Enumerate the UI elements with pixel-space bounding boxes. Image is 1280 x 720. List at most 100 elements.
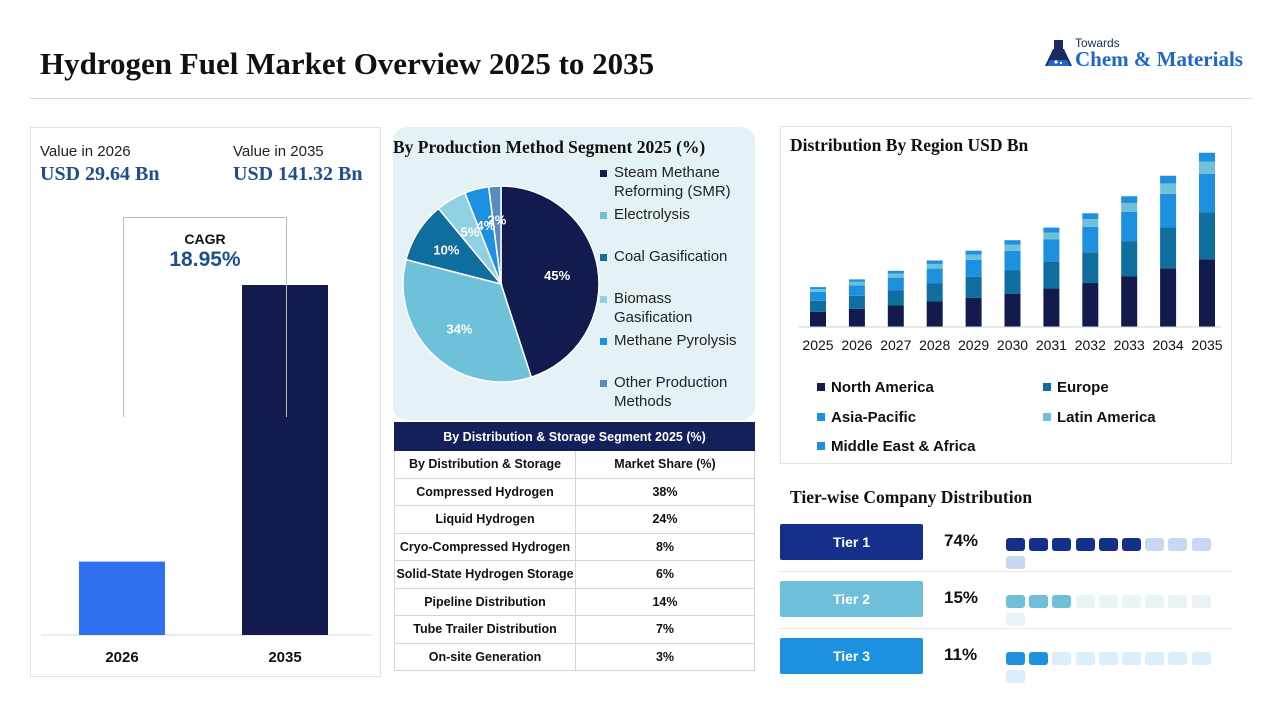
table-cell-segment: Compressed Hydrogen xyxy=(394,477,576,506)
region-bar-segment xyxy=(887,277,904,291)
tier-percent: 15% xyxy=(944,588,979,607)
region-x-tick-label: 2028 xyxy=(919,337,950,353)
pie-legend-label: Electrolysis xyxy=(614,206,690,223)
region-bar-segment xyxy=(1199,161,1215,174)
tier-dot xyxy=(1145,652,1165,665)
tier-dot xyxy=(1052,595,1072,608)
tier-percent: 11% xyxy=(944,645,978,664)
pie-legend-item: Other Production Methods xyxy=(600,373,750,411)
table-header-share: Market Share (%) xyxy=(575,450,755,479)
tier-percent: 74% xyxy=(944,531,979,550)
region-bar-segment xyxy=(1043,227,1060,233)
tier-dot xyxy=(1168,538,1188,551)
table-title: By Distribution & Storage Segment 2025 (… xyxy=(394,422,755,451)
region-bar-segment xyxy=(848,308,865,327)
tier-dot xyxy=(1006,595,1025,608)
tier-dot xyxy=(1191,538,1211,551)
table-cell-share: 6% xyxy=(575,560,755,589)
tier-dot xyxy=(1006,670,1025,683)
tier-divider xyxy=(780,628,1232,629)
region-bar-segment xyxy=(965,250,982,255)
table-row: Tube Trailer Distribution 7% xyxy=(394,615,755,644)
region-x-tick-label: 2033 xyxy=(1114,337,1145,353)
table-cell-segment: Liquid Hydrogen xyxy=(394,505,576,534)
region-x-tick-label: 2026 xyxy=(841,337,872,353)
value-2035-amount: USD 141.32 Bn xyxy=(233,163,363,185)
region-bar-segment xyxy=(1043,239,1060,262)
region-bar-segment xyxy=(887,270,904,274)
region-bar-segment xyxy=(965,254,982,260)
region-distribution-panel: 2025 2026 2027 2028 2029 2030 2031 2032 2033 2034… xyxy=(780,126,1232,464)
region-bar-segment xyxy=(810,311,826,327)
region-bar-segment xyxy=(887,290,904,306)
region-legend-swatch xyxy=(1043,383,1051,391)
tier-dot xyxy=(1075,595,1095,608)
distribution-storage-table: By Distribution & Storage Segment 2025 (… xyxy=(394,422,755,671)
table-cell-share: 3% xyxy=(575,642,755,671)
region-bar-segment xyxy=(965,297,982,327)
page-title: Hydrogen Fuel Market Overview 2025 to 20… xyxy=(40,46,655,81)
value-2035-label: Value in 2035 xyxy=(233,143,324,160)
region-x-tick-label: 2030 xyxy=(997,337,1028,353)
pie-legend-swatch xyxy=(600,380,607,387)
table-cell-segment: Pipeline Distribution xyxy=(394,587,576,616)
value-bar-chart: 2026 2035 xyxy=(41,285,372,666)
logo-towards-text: Towards xyxy=(1075,36,1120,50)
table-cell-segment: Solid-State Hydrogen Storage xyxy=(394,560,576,589)
region-bar-segment xyxy=(1043,261,1060,289)
pie-legend-label: Methane Pyrolysis xyxy=(614,332,737,349)
pie-slice-label: 5% xyxy=(461,225,480,240)
region-bar-segment xyxy=(1082,283,1099,327)
region-bar-segment xyxy=(1004,250,1021,271)
table-cell-segment: On-site Generation xyxy=(394,642,576,671)
pie-legend-label: Biomass Gasification xyxy=(614,290,693,326)
region-bar-segment xyxy=(1199,259,1215,327)
value-bar-label: 2035 xyxy=(268,649,301,666)
region-bar-segment xyxy=(1121,211,1138,242)
tier-dot xyxy=(1121,595,1141,608)
pie-slice-label: 2% xyxy=(488,212,507,227)
region-bar-segment xyxy=(926,268,943,284)
region-legend-swatch xyxy=(817,413,825,421)
tier-section-title: Tier-wise Company Distribution xyxy=(790,487,1033,507)
region-legend-swatch xyxy=(1043,413,1051,421)
pie-chart-title: By Production Method Segment 2025 (%) xyxy=(393,137,706,157)
region-bar-segment xyxy=(1121,196,1138,203)
table-row: Cryo-Compressed Hydrogen 8% xyxy=(394,532,755,561)
table-cell-segment: Tube Trailer Distribution xyxy=(394,615,576,644)
tier-dot xyxy=(1191,595,1211,608)
table-cell-segment: Cryo-Compressed Hydrogen xyxy=(394,532,576,561)
pie-slice xyxy=(500,185,600,379)
cagr-value: 18.95% xyxy=(169,248,241,271)
production-method-pie-chart: 45% 34% 10%5%4%2% xyxy=(402,185,600,383)
table-row: Solid-State Hydrogen Storage 6% xyxy=(394,560,755,589)
region-bar-segment xyxy=(1121,241,1138,277)
region-bar-segment xyxy=(1082,226,1099,253)
table-row: Compressed Hydrogen 38% xyxy=(394,477,755,506)
tier-dot xyxy=(1168,595,1188,608)
region-legend-label: Europe xyxy=(1057,379,1109,396)
region-bar-segment xyxy=(1082,219,1099,227)
region-bar-segment xyxy=(1121,276,1138,327)
region-legend-label: North America xyxy=(831,379,934,396)
table-cell-share: 8% xyxy=(575,532,755,561)
tier-dot xyxy=(1006,652,1025,665)
region-stacked-bar-chart: 2025 2026 2027 2028 2029 2030 2031 2032 2033 2034… xyxy=(799,152,1223,353)
brand-logo: Towards Chem & Materials xyxy=(1044,36,1254,76)
region-bar-segment xyxy=(1199,212,1215,260)
tier-label: Tier 1 xyxy=(780,524,923,560)
tier-row: Tier 1 74% xyxy=(780,514,1232,569)
region-bar-segment xyxy=(926,260,943,264)
region-legend-item: Latin America xyxy=(1043,409,1156,426)
region-bar-segment xyxy=(887,273,904,278)
region-bar-segment xyxy=(1004,240,1021,245)
region-bar-segment xyxy=(1160,193,1177,228)
table-header-segment: By Distribution & Storage xyxy=(394,450,576,479)
pie-legend-item: Coal Gasification xyxy=(600,247,750,266)
region-legend-label: Middle East & Africa xyxy=(831,438,976,455)
tier-dot xyxy=(1052,652,1072,665)
region-bar-segment xyxy=(810,289,826,292)
summary-panel: 2026 2035 Value in 2026 USD 29.64 Bn Valu… xyxy=(30,127,381,677)
pie-legend-item: Steam Methane Reforming (SMR) xyxy=(600,163,750,201)
region-bar-segment xyxy=(1004,244,1021,251)
